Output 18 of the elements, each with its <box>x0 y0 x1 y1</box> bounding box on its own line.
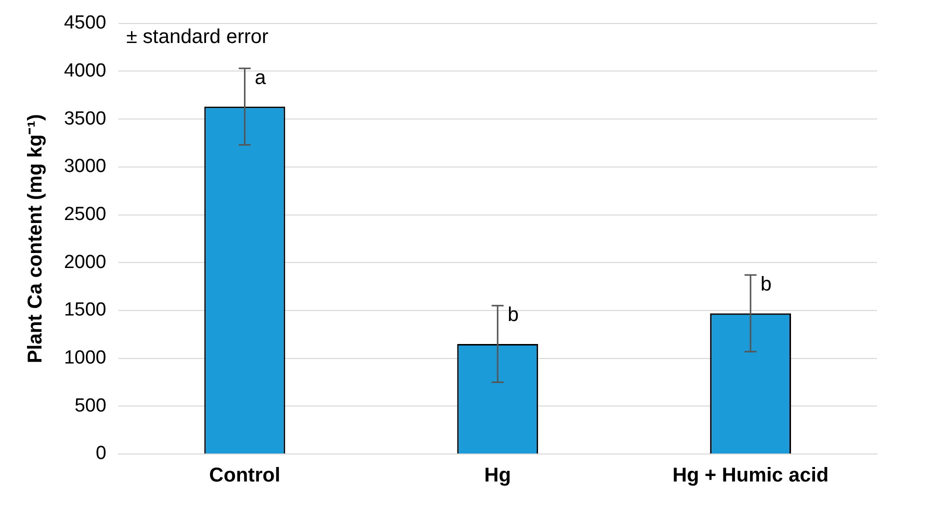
y-tick-label: 2500 <box>64 204 106 226</box>
y-tick-label: 3500 <box>64 108 106 130</box>
y-axis-title: Plant Ca content (mg kg⁻¹) <box>24 114 47 364</box>
x-tick-label: Control <box>209 464 280 487</box>
annotation: b <box>760 274 772 296</box>
y-tick-label: 3000 <box>64 156 106 178</box>
y-tick-label: 500 <box>74 395 106 416</box>
annotation: a <box>254 66 267 89</box>
annotation: b <box>508 304 519 326</box>
y-tick-label: 0 <box>96 443 106 464</box>
y-tick-label: 1000 <box>64 348 106 369</box>
y-tick-label: 2000 <box>64 252 106 273</box>
x-tick-label: Hg + Humic acid <box>672 464 829 487</box>
y-tick-label: 1500 <box>64 300 106 321</box>
annotation: ± standard error <box>126 26 269 48</box>
y-tick-label: 4000 <box>64 60 106 82</box>
y-tick-label: 4500 <box>64 12 106 34</box>
x-tick-label: Hg <box>484 464 511 487</box>
